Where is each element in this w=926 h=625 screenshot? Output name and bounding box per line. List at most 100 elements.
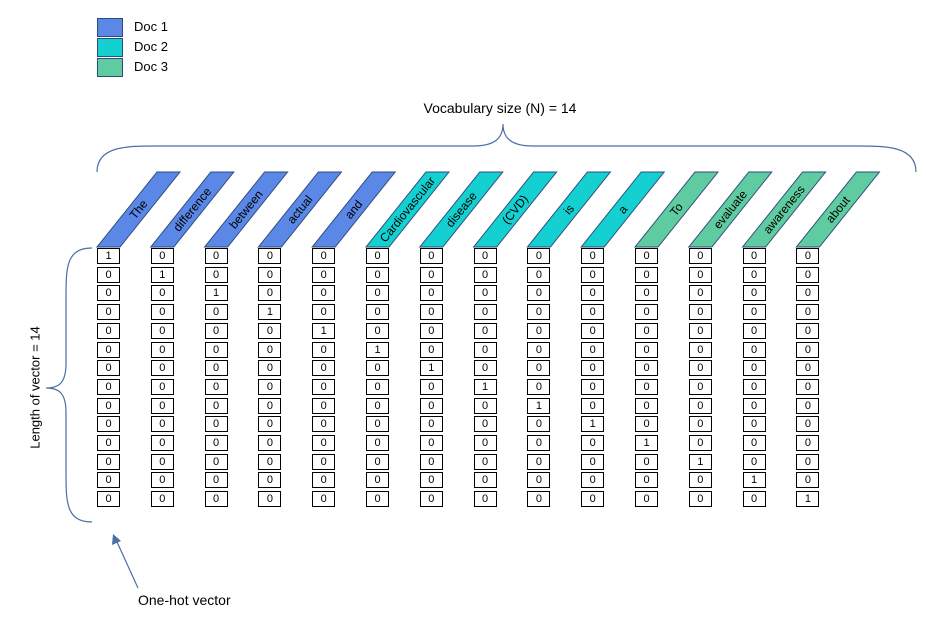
vector-cell: 0: [473, 397, 497, 414]
vector-cell: 0: [312, 491, 336, 508]
word-banner-7: [472, 171, 558, 248]
vector-cell: 0: [688, 341, 712, 358]
vector-cell: 0: [258, 360, 282, 377]
vector-cell: 0: [204, 248, 228, 264]
vector-cell: 0: [688, 435, 712, 451]
vector-cell: 0: [796, 472, 820, 489]
word-label-1: difference: [170, 184, 214, 234]
vector-cell: 0: [97, 322, 120, 339]
vector-cell: 1: [688, 453, 712, 470]
vector-cell: 0: [688, 266, 712, 283]
one-hot-vector-label: One-hot vector: [138, 592, 231, 608]
vector-cell: 0: [150, 360, 174, 377]
word-label-11: evaluate: [711, 187, 751, 231]
vector-cell: 0: [366, 472, 389, 489]
vector-cell: 0: [258, 285, 282, 302]
vector-cell: 0: [742, 453, 766, 470]
vector-cell: 0: [635, 322, 658, 339]
vector-cell: 0: [473, 453, 497, 470]
vector-cell: 0: [150, 397, 174, 414]
word-banner-1: [149, 171, 235, 248]
vector-cell: 0: [796, 378, 820, 395]
vector-cell: 0: [635, 304, 658, 321]
vector-cell: 0: [688, 322, 712, 339]
vector-cell: 0: [527, 285, 551, 302]
vector-cell: 0: [419, 322, 443, 339]
vector-cell: 1: [527, 397, 551, 414]
vector-cell: 0: [366, 378, 389, 395]
legend-label-doc1: Doc 1: [134, 19, 168, 34]
vector-cell: 0: [312, 341, 336, 358]
vector-cell: 0: [312, 435, 336, 451]
vector-cell: 0: [419, 285, 443, 302]
vector-cell: 0: [635, 397, 658, 414]
vector-cell: 0: [366, 322, 389, 339]
word-banner-5: [364, 171, 451, 248]
vector-cell: 0: [635, 360, 658, 377]
vector-cell: 0: [97, 416, 120, 433]
vector-cell: 0: [150, 378, 174, 395]
vector-cell: 0: [366, 397, 389, 414]
vector-cell: 0: [312, 472, 336, 489]
vector-cell: 0: [204, 416, 228, 433]
vector-cell: 0: [312, 360, 336, 377]
word-label-12: awareness: [760, 183, 807, 237]
vector-cell: 0: [97, 491, 120, 508]
vector-cell: 1: [366, 341, 389, 358]
vector-cell: 0: [796, 397, 820, 414]
vector-cell: 0: [150, 304, 174, 321]
vector-cell: 1: [204, 285, 228, 302]
vector-cell: 0: [366, 266, 389, 283]
vector-cell: 0: [581, 360, 605, 377]
vector-cell: 0: [473, 341, 497, 358]
vector-cell: 0: [419, 435, 443, 451]
word-banner-2: [203, 171, 289, 248]
word-banner-8: [526, 171, 612, 248]
vector-cell: 0: [473, 435, 497, 451]
vector-cell: 0: [473, 360, 497, 377]
vector-cell: 0: [742, 285, 766, 302]
vector-cell: 0: [796, 453, 820, 470]
vector-cell: 0: [581, 322, 605, 339]
word-banner-4: [311, 171, 397, 248]
legend-label-doc3: Doc 3: [134, 59, 168, 74]
vector-cell: 0: [150, 322, 174, 339]
vector-cell: 0: [581, 378, 605, 395]
vector-cell: 0: [635, 378, 658, 395]
word-banner-6: [418, 171, 504, 248]
word-label-2: between: [226, 187, 265, 231]
vector-cell: 0: [419, 397, 443, 414]
vector-cell: 0: [150, 416, 174, 433]
vector-cell: 0: [258, 266, 282, 283]
vector-cell: 1: [258, 304, 282, 321]
vector-cell: 0: [312, 266, 336, 283]
vector-cell: 0: [527, 322, 551, 339]
vector-cell: 0: [258, 378, 282, 395]
vector-cell: 0: [635, 266, 658, 283]
vector-cell: 0: [581, 341, 605, 358]
one-hot-arrow-head: [112, 534, 121, 545]
vector-cell: 0: [581, 248, 605, 264]
vector-cell: 0: [366, 360, 389, 377]
vector-cell: 0: [97, 360, 120, 377]
vector-cell: 1: [312, 322, 336, 339]
vector-cell: 0: [97, 266, 120, 283]
word-label-5: Cardiovascular: [377, 174, 438, 245]
vector-cell: 0: [97, 453, 120, 470]
word-banner-10: [633, 171, 720, 248]
vector-cell: 0: [527, 266, 551, 283]
vector-cell: 1: [635, 435, 658, 451]
vector-cell: 0: [204, 453, 228, 470]
vector-cell: 0: [419, 248, 443, 264]
vector-cell: 0: [312, 378, 336, 395]
vector-cell: 0: [204, 341, 228, 358]
vector-cell: 0: [473, 322, 497, 339]
vector-cell: 0: [527, 360, 551, 377]
vector-cell: 0: [258, 472, 282, 489]
vector-cell: 0: [419, 453, 443, 470]
vector-cell: 0: [204, 397, 228, 414]
vector-cell: 0: [635, 416, 658, 433]
vector-cell: 0: [204, 304, 228, 321]
vector-cell: 0: [742, 378, 766, 395]
vector-cell: 0: [742, 304, 766, 321]
